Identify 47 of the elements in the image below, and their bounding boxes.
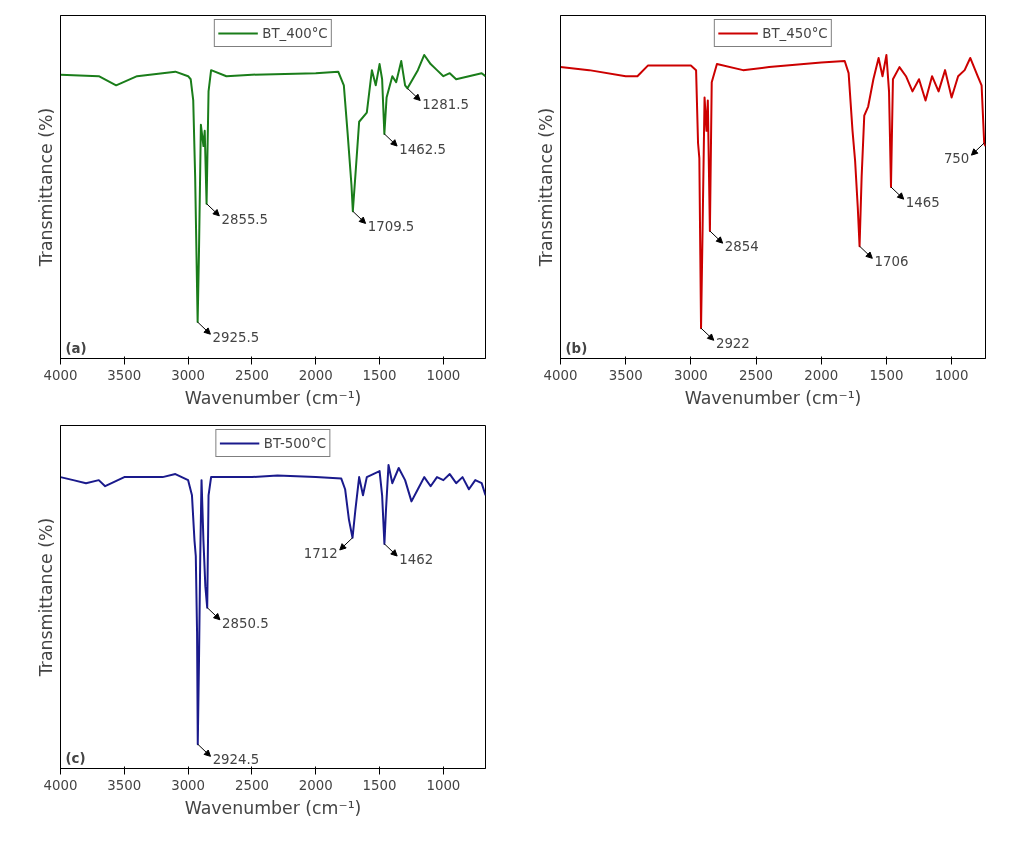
x-tick-label: 1500 — [362, 777, 397, 793]
annotation: 1706 — [874, 254, 909, 270]
x-tick-label: 1500 — [362, 367, 397, 383]
y-axis-title: Transmittance (%) — [35, 107, 56, 268]
x-tick-label: 2000 — [298, 367, 333, 383]
annotation: 750 — [943, 151, 970, 167]
x-tick-label: 2500 — [234, 777, 269, 793]
x-tick-label: 2000 — [298, 777, 333, 793]
annotation: (a) — [65, 340, 87, 356]
annotation: 1462.5 — [399, 142, 446, 158]
x-tick-label: 3500 — [107, 367, 142, 383]
annotation: 2924.5 — [212, 752, 260, 768]
legend-label: BT-500°C — [263, 435, 327, 451]
x-axis-title: Wavenumber (cm⁻¹) — [184, 797, 362, 818]
annotation: (b) — [565, 340, 588, 356]
annotation: 1465 — [905, 195, 940, 211]
annotation: 1281.5 — [422, 96, 469, 112]
y-axis-title: Transmittance (%) — [35, 517, 56, 678]
annotation: 2925.5 — [212, 330, 260, 346]
x-tick-label: 3000 — [171, 777, 206, 793]
legend-label: BT_400°C — [262, 25, 328, 41]
annotation: 2854 — [724, 239, 759, 255]
x-tick-label: 2000 — [804, 367, 839, 383]
x-tick-label: 4000 — [43, 367, 78, 383]
annotation: (c) — [65, 750, 86, 766]
annotation: 1462 — [399, 552, 434, 568]
annotation: 2855.5 — [221, 211, 269, 227]
y-axis-title: Transmittance (%) — [535, 107, 556, 268]
x-tick-label: 2500 — [234, 367, 269, 383]
x-axis-title: Wavenumber (cm⁻¹) — [684, 387, 862, 408]
legend-label: BT_450°C — [762, 25, 828, 41]
x-tick-label: 1000 — [426, 367, 461, 383]
x-tick-label: 3500 — [608, 367, 643, 383]
x-tick-label: 1000 — [934, 367, 969, 383]
x-tick-label: 4000 — [543, 367, 578, 383]
annotation: 2922 — [715, 336, 750, 352]
x-tick-label: 3000 — [673, 367, 708, 383]
annotation: 1709.5 — [367, 219, 415, 235]
x-tick-label: 4000 — [43, 777, 78, 793]
x-axis-title: Wavenumber (cm⁻¹) — [184, 387, 362, 408]
x-tick-label: 3500 — [107, 777, 142, 793]
x-tick-label: 1000 — [426, 777, 461, 793]
annotation: 1712 — [303, 545, 338, 561]
x-tick-label: 3000 — [171, 367, 206, 383]
annotation: 2850.5 — [222, 615, 269, 631]
x-tick-label: 2500 — [739, 367, 774, 383]
x-tick-label: 1500 — [869, 367, 904, 383]
